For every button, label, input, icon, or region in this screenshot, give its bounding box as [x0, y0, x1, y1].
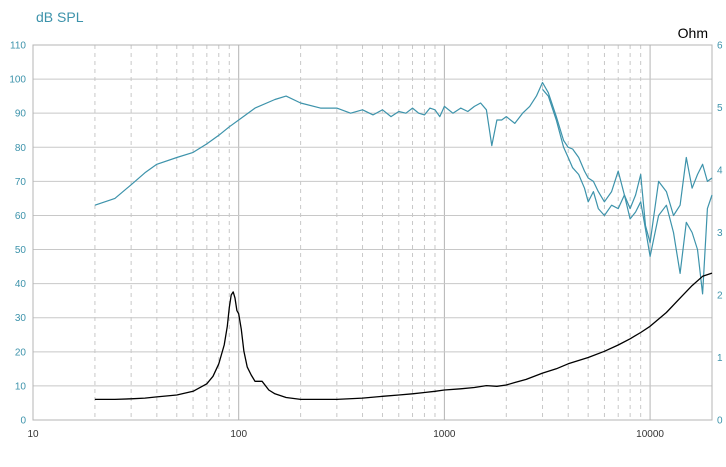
spl-curve-1 [94, 81, 713, 244]
left-axis-label: dB SPL [36, 9, 84, 25]
left-y-tick-label: 70 [15, 177, 27, 188]
plot-frame [32, 44, 713, 421]
left-y-tick-label: 100 [9, 75, 26, 86]
right-y-tick-label: 6 [717, 41, 723, 52]
left-y-tick-label: 60 [15, 211, 27, 222]
series-layer [94, 81, 713, 401]
right-y-tick-label: 1 [717, 353, 723, 364]
right-y-tick-label: 0 [717, 416, 723, 427]
grid-lines [33, 45, 712, 420]
left-y-tick-label: 50 [15, 245, 27, 256]
impedance-curve [94, 272, 713, 401]
left-y-tick-label: 10 [15, 381, 27, 392]
x-tick-label: 10000 [636, 429, 664, 440]
plot-border [32, 44, 713, 421]
right-y-tick-label: 3 [717, 228, 723, 239]
left-y-tick-label: 40 [15, 279, 27, 290]
right-y-tick-label: 5 [717, 103, 723, 114]
left-y-tick-label: 0 [20, 416, 26, 427]
right-y-tick-label: 4 [717, 166, 723, 177]
left-y-tick-label: 30 [15, 313, 27, 324]
left-y-tick-label: 20 [15, 347, 27, 358]
right-axis-label: Ohm [678, 25, 708, 41]
left-y-tick-label: 110 [10, 41, 26, 52]
x-tick-label: 100 [230, 429, 247, 440]
x-tick-label: 1000 [433, 429, 456, 440]
spl-curve-2 [542, 88, 713, 295]
right-y-tick-label: 2 [717, 291, 723, 302]
left-y-tick-label: 90 [15, 109, 27, 120]
left-y-tick-label: 80 [15, 143, 27, 154]
x-tick-label: 10 [27, 429, 39, 440]
